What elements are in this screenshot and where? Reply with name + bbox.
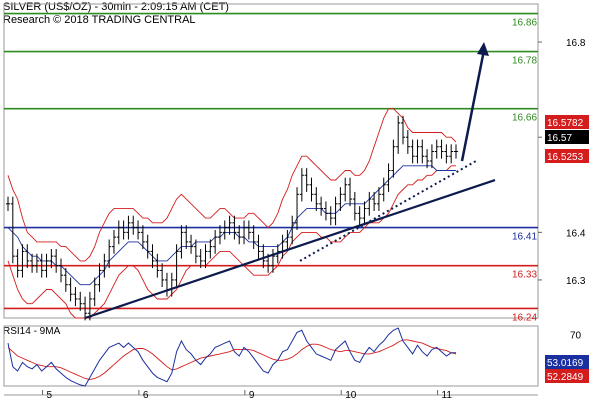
- price-badge-bb_badge: [545, 115, 589, 129]
- level-label: 16.24: [512, 312, 537, 323]
- copyright-line: Research © 2018 TRADING CENTRAL: [3, 14, 196, 26]
- price-badge-label: 16.57: [547, 133, 572, 144]
- dotted-support-trendline: [299, 160, 477, 262]
- y-tick-label: 16.3: [566, 276, 586, 287]
- price-badge-ma_badge: [545, 149, 589, 163]
- price-badge-label: 16.5253: [547, 152, 584, 163]
- x-tick-label: 10: [345, 390, 357, 400]
- y-tick-label: 16.4: [566, 228, 586, 239]
- rsi-badge-label: 53.0169: [547, 358, 584, 369]
- x-tick-label: 6: [143, 390, 149, 400]
- rsi-badge-ma_badge: [545, 369, 589, 383]
- x-tick-label: 5: [47, 390, 53, 400]
- rsi-badge-rsi_badge: [545, 355, 589, 369]
- level-label: 16.86: [512, 18, 537, 29]
- level-label: 16.78: [512, 56, 537, 67]
- rsi-panel-title: RSI14 - 9MA: [3, 326, 61, 337]
- rsi-panel-frame: [3, 325, 539, 387]
- level-label: 16.41: [512, 232, 537, 243]
- rsi-badge-label: 52.2849: [547, 372, 584, 383]
- price-badge-label: 16.5782: [547, 118, 584, 129]
- projection-arrow-shaft: [460, 49, 486, 162]
- price-panel-frame: [3, 3, 539, 319]
- bollinger-upper-line: [7, 108, 457, 262]
- moving-average-line: [7, 165, 456, 286]
- rsi-line: [7, 327, 456, 387]
- bollinger-lower-line: [7, 165, 456, 319]
- rsi-y-tick-label: 70: [570, 331, 582, 342]
- x-tick-label: 11: [442, 390, 453, 400]
- price-badge-price_badge: [545, 130, 589, 144]
- rising-trendline: [84, 178, 496, 320]
- projection-arrowhead: [477, 42, 489, 57]
- level-label: 16.33: [512, 270, 537, 281]
- y-tick-label: 16.8: [566, 38, 586, 49]
- x-tick-label: 9: [249, 390, 255, 400]
- rsi-ma-line: [7, 339, 457, 381]
- level-label: 16.66: [512, 113, 537, 124]
